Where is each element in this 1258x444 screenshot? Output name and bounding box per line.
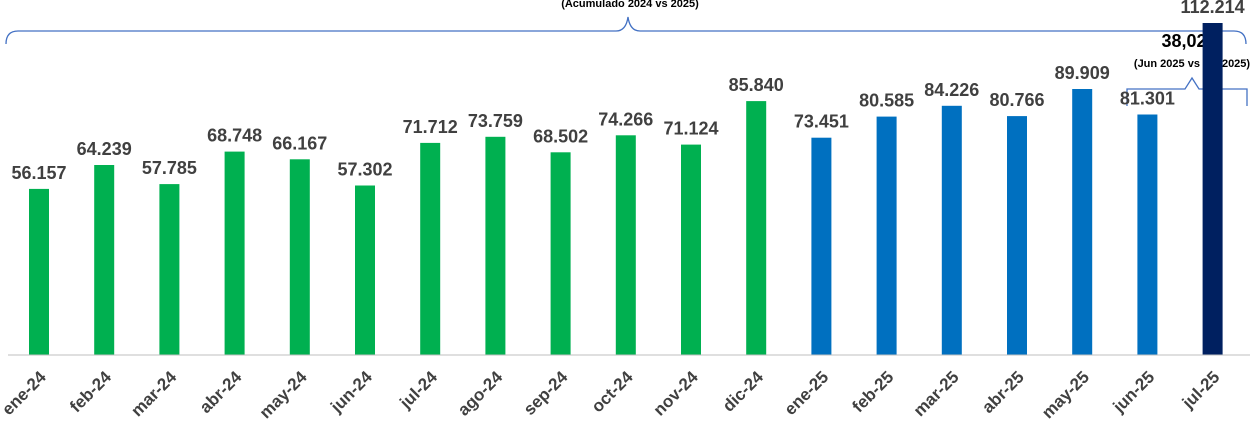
bar-may-24 [289, 159, 310, 355]
bar-oct-24 [615, 135, 636, 355]
bar-nov-24 [681, 144, 701, 355]
monthly-annotation: (Jun 2025 vs Jul 2025) [1134, 58, 1251, 70]
tick-label-ago-24: ago-24 [454, 367, 507, 420]
tick-label-dic-24: dic-24 [719, 367, 768, 416]
value-label-jul-24: 71.712 [403, 117, 458, 137]
value-label-ene-25: 73.451 [794, 112, 849, 132]
bar-ene-25 [811, 137, 832, 355]
cumulative-annotation: (Acumulado 2024 vs 2025) [561, 0, 699, 10]
tick-labels: ene-24 feb-24 mar-24 abr-24 may-24 jun-24 jul-… [0, 367, 1223, 422]
tick-label-may-25: may-25 [1038, 367, 1093, 422]
tick-label-jun-25: jun-25 [1109, 367, 1159, 417]
value-label-ago-24: 73.759 [468, 111, 523, 131]
bar-jul-24 [420, 142, 441, 355]
cumulative-bracket [5, 16, 1247, 45]
bar-abr-24 [224, 151, 245, 355]
bar-mar-24 [159, 184, 180, 355]
bar-may-25 [1072, 89, 1093, 355]
value-label-ene-24: 56.157 [11, 163, 66, 183]
tick-label-mar-25: mar-25 [910, 367, 963, 420]
value-label-abr-24: 68.748 [207, 126, 262, 146]
bar-dic-24 [746, 101, 767, 355]
bar-jun-24 [355, 185, 375, 355]
value-label-nov-24: 71.124 [663, 119, 718, 139]
value-label-oct-24: 74.266 [598, 109, 653, 129]
bar-jul-25 [1202, 23, 1223, 355]
tick-label-abr-25: abr-25 [978, 367, 1028, 417]
bars: 56.157 64.239 57.785 68.748 66.167 57.302 71.7… [11, 0, 1245, 355]
value-label-mar-25: 84.226 [924, 80, 979, 100]
tick-label-mar-24: mar-24 [127, 367, 180, 420]
tick-label-jul-24: jul-24 [395, 367, 441, 413]
bar-ene-24 [29, 188, 49, 355]
value-label-feb-24: 64.239 [77, 139, 132, 159]
tick-label-ene-24: ene-24 [0, 367, 50, 419]
tick-label-abr-24: abr-24 [196, 367, 246, 417]
tick-label-feb-25: feb-25 [849, 367, 898, 416]
bar-mar-25 [941, 105, 962, 355]
bar-abr-25 [1007, 116, 1027, 355]
value-label-mar-24: 57.785 [142, 158, 197, 178]
value-label-jun-24: 57.302 [337, 160, 392, 180]
brackets [5, 16, 1248, 106]
tick-label-nov-24: nov-24 [650, 367, 703, 420]
tick-label-jun-24: jun-24 [326, 367, 376, 417]
value-label-jun-25: 81.301 [1120, 89, 1175, 109]
tick-label-ene-25: ene-25 [781, 367, 833, 419]
tick-label-oct-24: oct-24 [588, 367, 637, 416]
value-label-abr-25: 80.766 [989, 90, 1044, 110]
tick-label-feb-24: feb-24 [66, 367, 115, 416]
tick-label-may-24: may-24 [256, 367, 311, 422]
value-label-sep-24: 68.502 [533, 126, 588, 146]
tick-label-jul-25: jul-25 [1178, 367, 1224, 413]
bar-jun-25 [1137, 114, 1158, 355]
tick-label-sep-24: sep-24 [520, 367, 572, 419]
bar-ago-24 [485, 136, 506, 355]
value-label-dic-24: 85.840 [729, 75, 784, 95]
value-label-jul-25: 112.214 [1181, 0, 1245, 17]
bar-sep-24 [550, 152, 571, 355]
bar-feb-24 [94, 165, 115, 355]
value-label-feb-25: 80.585 [859, 91, 914, 111]
monthly-bracket [1126, 76, 1248, 106]
value-label-may-24: 66.167 [272, 133, 327, 153]
value-label-may-25: 89.909 [1055, 63, 1110, 83]
bar-feb-25 [876, 116, 897, 355]
